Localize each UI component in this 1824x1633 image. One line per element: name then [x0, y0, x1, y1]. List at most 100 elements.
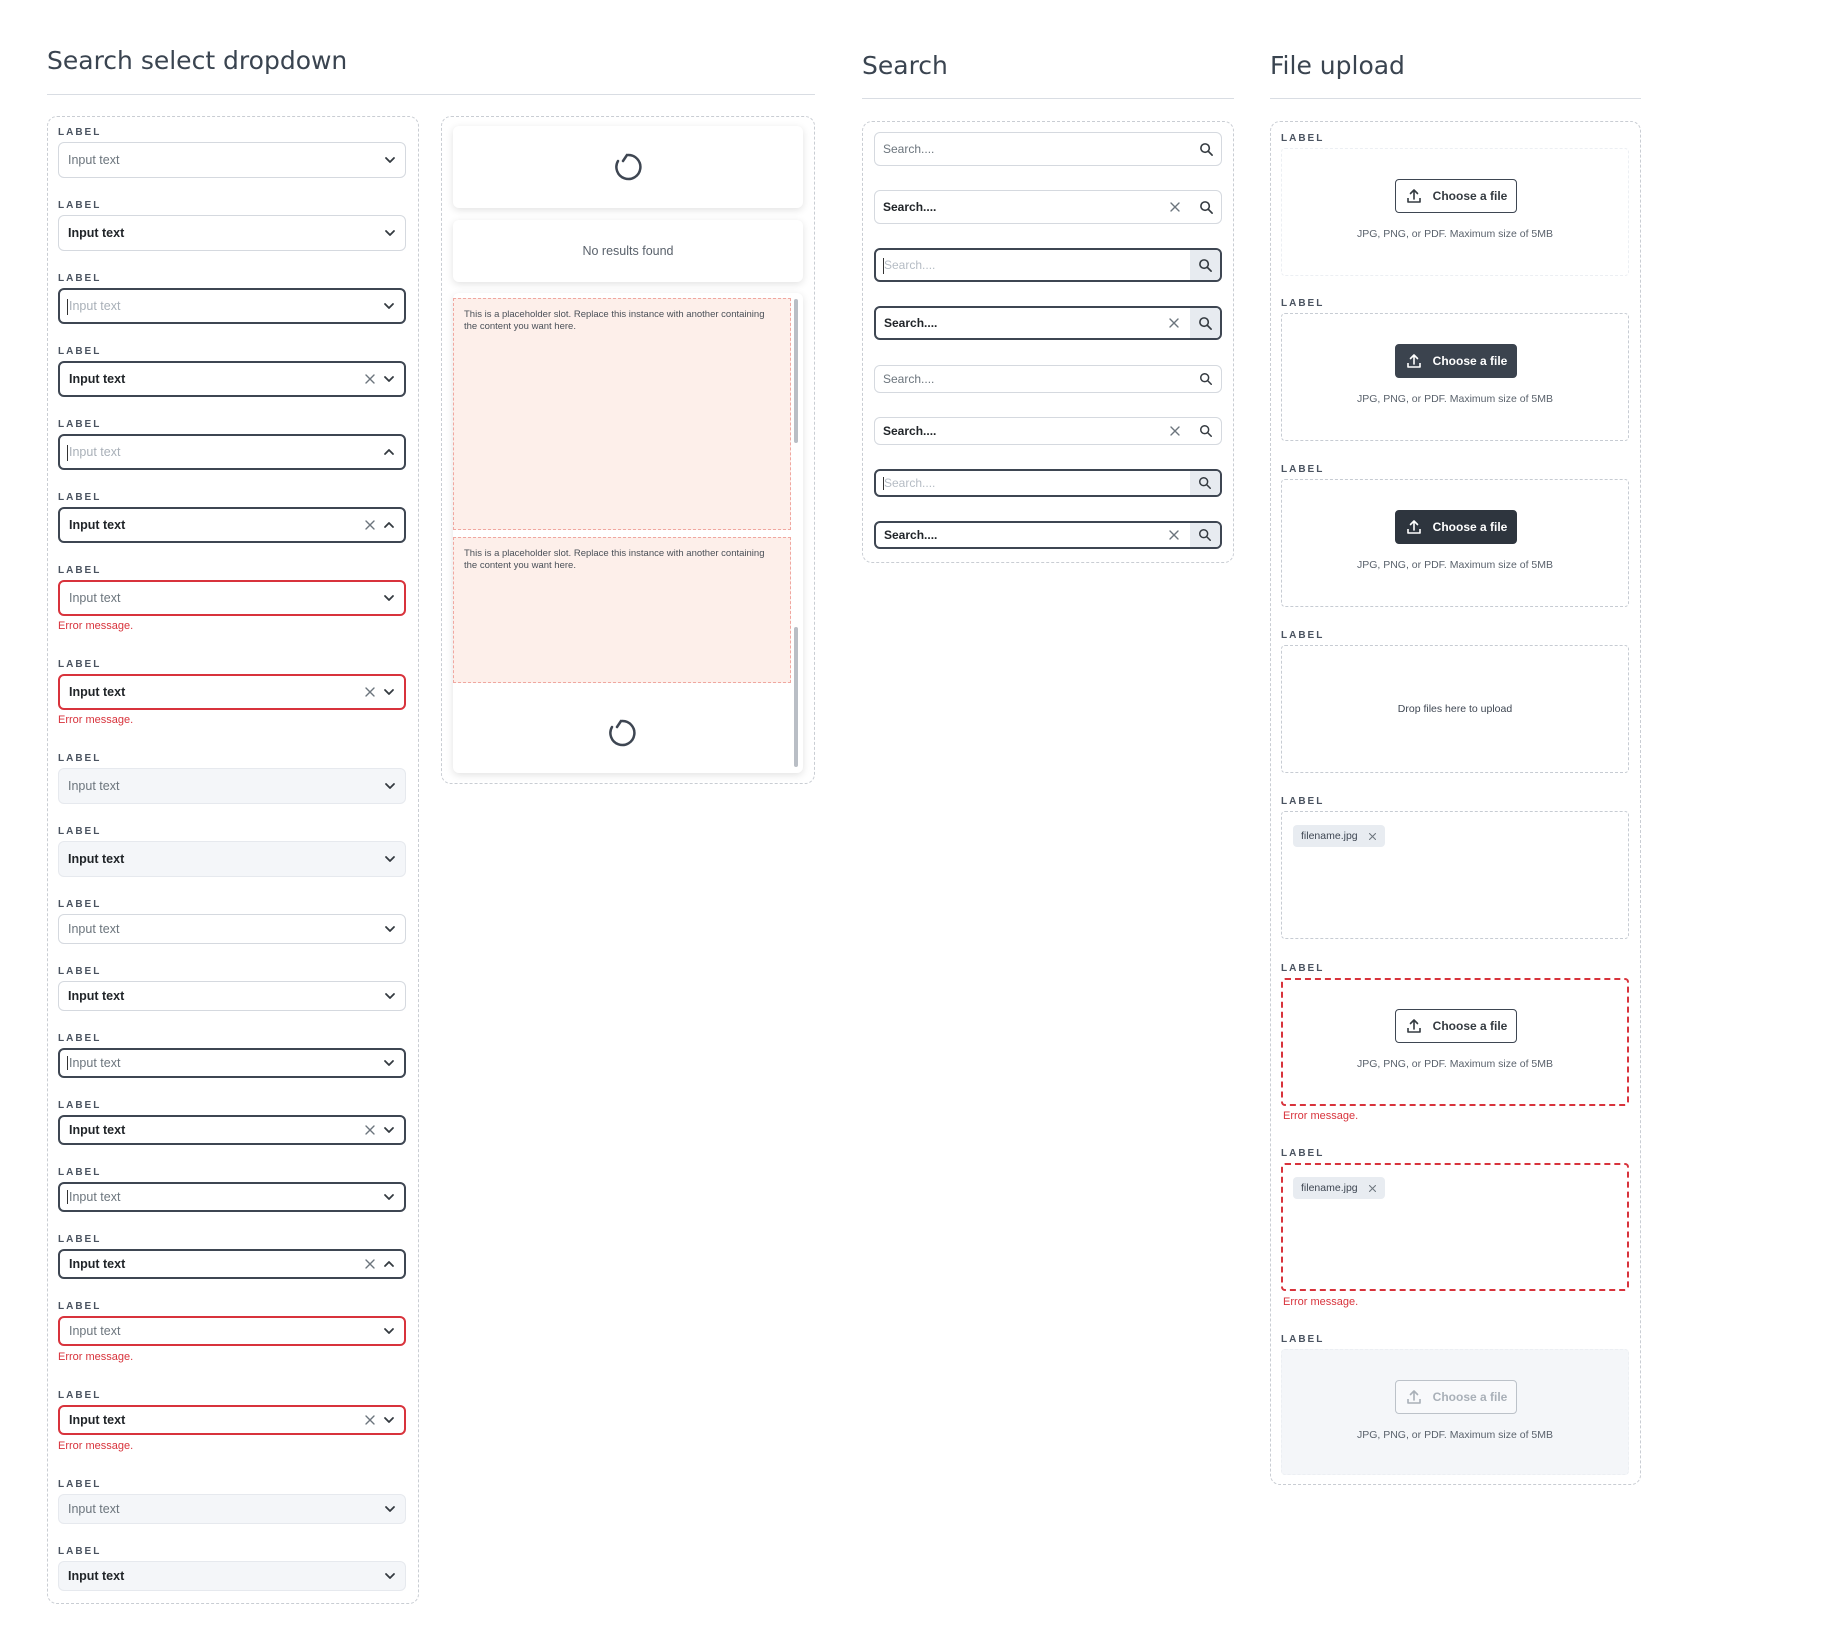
chevron-down-icon[interactable]: [382, 1123, 396, 1137]
search-select-field-small[interactable]: Input text: [58, 1048, 406, 1078]
clear-icon[interactable]: [364, 519, 376, 531]
search-select-field-small[interactable]: Input text: [58, 1182, 406, 1212]
search-input[interactable]: Search....: [874, 132, 1222, 166]
dropdown-empty: No results found: [453, 220, 803, 282]
chevron-down-icon[interactable]: [382, 685, 396, 699]
search-input-small[interactable]: Search....: [874, 521, 1222, 549]
choose-file-button[interactable]: Choose a file: [1395, 510, 1517, 544]
chevron-down-icon[interactable]: [383, 226, 397, 240]
error-message: Error message.: [1283, 1110, 1359, 1122]
search-select-field[interactable]: Input text: [58, 361, 406, 397]
chevron-down-icon[interactable]: [383, 153, 397, 167]
search-icon[interactable]: [1198, 258, 1213, 273]
chevron-down-icon[interactable]: [383, 989, 397, 1003]
chevron-up-icon[interactable]: [382, 1257, 396, 1271]
chevron-down-icon[interactable]: [382, 1413, 396, 1427]
file-dropzone[interactable]: filename.jpg: [1281, 811, 1629, 939]
chevron-down-icon[interactable]: [382, 591, 396, 605]
divider: [47, 94, 815, 95]
search-button[interactable]: [1191, 191, 1221, 223]
field-placeholder: Input text: [69, 299, 121, 313]
chevron-up-icon[interactable]: [382, 518, 396, 532]
search-select-field-small[interactable]: Input text: [58, 914, 406, 944]
search-input-small[interactable]: Search....: [874, 365, 1222, 393]
scrollbar-thumb[interactable]: [794, 627, 798, 767]
search-input-small[interactable]: Search....: [874, 417, 1222, 445]
remove-file-icon[interactable]: [1368, 832, 1377, 841]
clear-icon[interactable]: [364, 1124, 376, 1136]
search-select-field[interactable]: Input text: [58, 674, 406, 710]
clear-icon[interactable]: [1168, 317, 1180, 329]
search-icon[interactable]: [1198, 528, 1212, 542]
chevron-down-icon[interactable]: [382, 1190, 396, 1204]
search-states-container: [862, 121, 1234, 563]
remove-file-icon[interactable]: [1368, 1184, 1377, 1193]
search-select-field-small[interactable]: Input text: [58, 1405, 406, 1435]
clear-icon[interactable]: [364, 1414, 376, 1426]
choose-file-button[interactable]: Choose a file: [1395, 1009, 1517, 1043]
file-dropzone[interactable]: Choose a file JPG, PNG, or PDF. Maximum …: [1281, 479, 1629, 607]
clear-icon[interactable]: [1169, 201, 1181, 213]
field-label: LABEL: [58, 346, 102, 357]
search-placeholder: Search....: [883, 372, 935, 386]
field-value: Input text: [68, 1569, 125, 1583]
field-value: Input text: [69, 1413, 126, 1427]
clear-icon[interactable]: [364, 686, 376, 698]
search-button[interactable]: [1191, 418, 1221, 444]
search-button[interactable]: [1191, 133, 1221, 165]
file-dropzone[interactable]: Choose a file JPG, PNG, or PDF. Maximum …: [1281, 313, 1629, 441]
search-select-field[interactable]: Input text: [58, 215, 406, 251]
error-message: Error message.: [58, 1351, 134, 1363]
chevron-down-icon[interactable]: [382, 299, 396, 313]
search-input-small[interactable]: Search....: [874, 469, 1222, 497]
divider: [1270, 98, 1641, 99]
clear-icon[interactable]: [364, 1258, 376, 1270]
dropdown-menu[interactable]: This is a placeholder slot. Replace this…: [453, 293, 803, 773]
search-input[interactable]: Search....: [874, 306, 1222, 340]
search-icon[interactable]: [1199, 142, 1214, 157]
search-button[interactable]: [1191, 366, 1221, 392]
search-button[interactable]: [1190, 471, 1220, 495]
search-icon[interactable]: [1199, 424, 1213, 438]
clear-icon[interactable]: [364, 373, 376, 385]
chevron-up-icon[interactable]: [382, 445, 396, 459]
file-dropzone[interactable]: Choose a file JPG, PNG, or PDF. Maximum …: [1281, 978, 1629, 1106]
search-input[interactable]: Search....: [874, 190, 1222, 224]
search-select-field[interactable]: Input text: [58, 507, 406, 543]
chevron-down-icon[interactable]: [382, 1324, 396, 1338]
search-select-field-small[interactable]: Input text: [58, 1115, 406, 1145]
chevron-down-icon[interactable]: [382, 1056, 396, 1070]
chevron-down-icon[interactable]: [383, 922, 397, 936]
choose-file-label: Choose a file: [1432, 520, 1508, 534]
scrollbar-thumb[interactable]: [794, 299, 798, 443]
placeholder-slot: This is a placeholder slot. Replace this…: [453, 537, 791, 683]
file-dropzone[interactable]: Choose a file JPG, PNG, or PDF. Maximum …: [1281, 148, 1629, 276]
search-select-field-small[interactable]: Input text: [58, 1316, 406, 1346]
search-icon[interactable]: [1198, 316, 1213, 331]
search-button[interactable]: [1190, 523, 1220, 547]
file-dropzone[interactable]: filename.jpg: [1281, 1163, 1629, 1291]
file-dropzone[interactable]: Drop files here to upload: [1281, 645, 1629, 773]
chevron-down-icon[interactable]: [382, 372, 396, 386]
search-select-field[interactable]: Input text: [58, 288, 406, 324]
search-icon[interactable]: [1198, 476, 1212, 490]
choose-file-button[interactable]: Choose a file: [1395, 179, 1517, 213]
choose-file-button[interactable]: Choose a file: [1395, 344, 1517, 378]
search-select-field-small[interactable]: Input text: [58, 1249, 406, 1279]
search-select-field[interactable]: Input text: [58, 434, 406, 470]
search-select-field[interactable]: Input text: [58, 142, 406, 178]
text-cursor: [67, 299, 68, 315]
clear-icon[interactable]: [1168, 529, 1180, 541]
file-name: filename.jpg: [1301, 830, 1358, 842]
clear-icon[interactable]: [1169, 425, 1181, 437]
search-icon[interactable]: [1199, 200, 1214, 215]
search-select-field-small[interactable]: Input text: [58, 981, 406, 1011]
chevron-down-icon: [383, 852, 397, 866]
search-icon[interactable]: [1199, 372, 1213, 386]
search-button[interactable]: [1190, 250, 1220, 280]
field-label: LABEL: [58, 966, 102, 977]
text-cursor: [883, 477, 884, 490]
search-input[interactable]: Search....: [874, 248, 1222, 282]
search-select-field[interactable]: Input text: [58, 580, 406, 616]
search-button[interactable]: [1190, 308, 1220, 338]
